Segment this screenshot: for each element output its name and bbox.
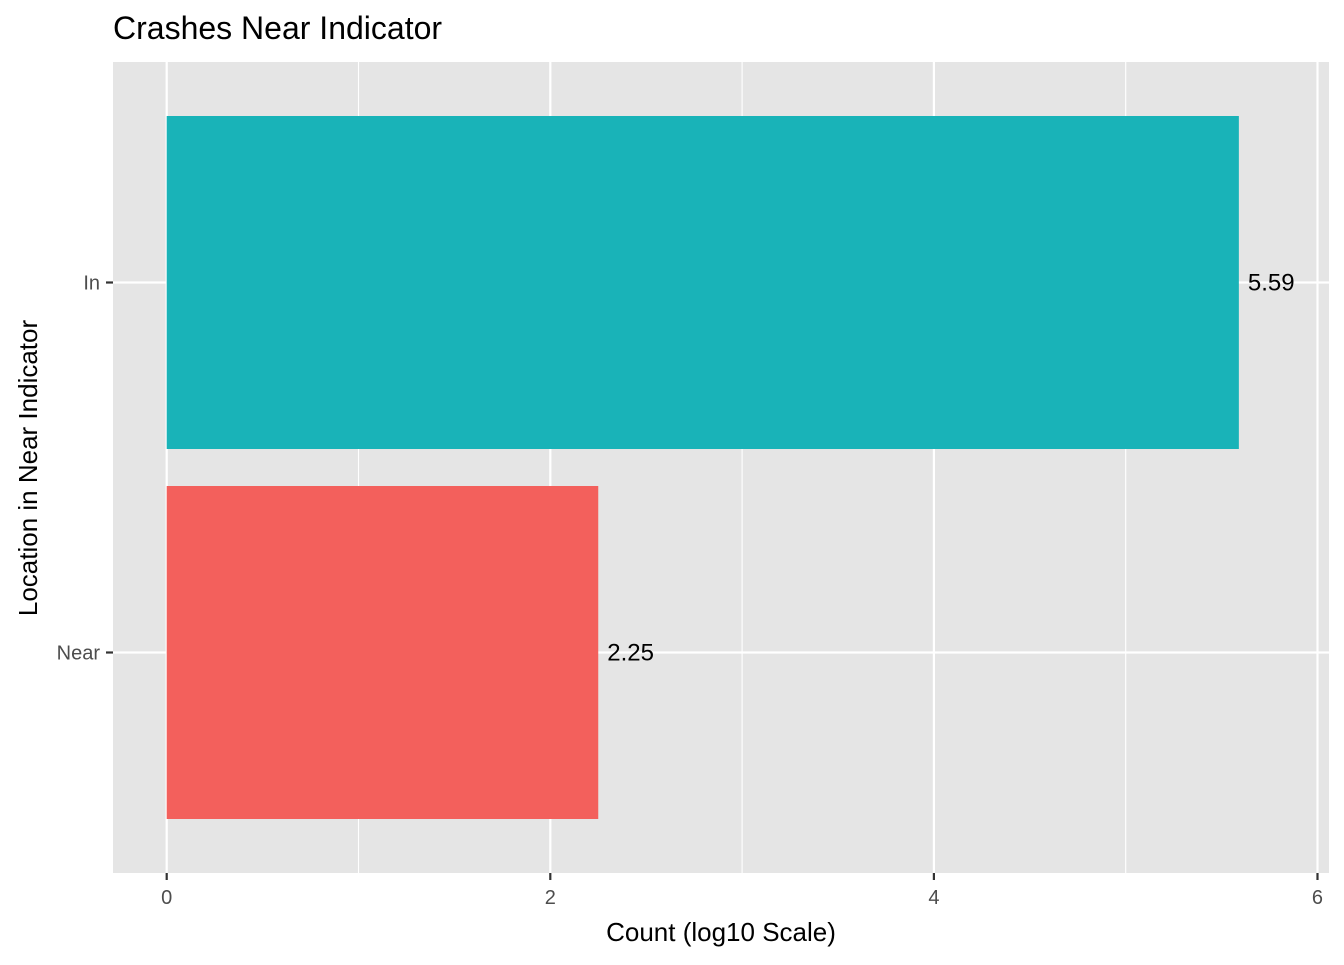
x-axis-title: Count (log10 Scale) — [606, 917, 836, 947]
x-tick-label: 2 — [545, 887, 556, 909]
bars — [166, 116, 1239, 819]
y-tick-label: In — [83, 273, 100, 295]
y-tick-label: Near — [57, 643, 101, 665]
x-tick-label: 6 — [1312, 887, 1323, 909]
x-axis: 0 2 4 6 — [161, 873, 1323, 909]
x-tick-label: 0 — [161, 887, 172, 909]
bar-data-labels: 5.59 2.25 — [607, 270, 1294, 667]
bar-in — [166, 116, 1239, 449]
x-tick-label: 4 — [928, 887, 939, 909]
y-axis: In Near — [57, 273, 113, 665]
bar-value-label-in: 5.59 — [1248, 270, 1295, 297]
y-axis-title: Location in Near Indicator — [13, 320, 43, 617]
bar-near — [166, 486, 599, 819]
chart-title: Crashes Near Indicator — [113, 10, 442, 46]
bar-value-label-near: 2.25 — [607, 640, 654, 667]
